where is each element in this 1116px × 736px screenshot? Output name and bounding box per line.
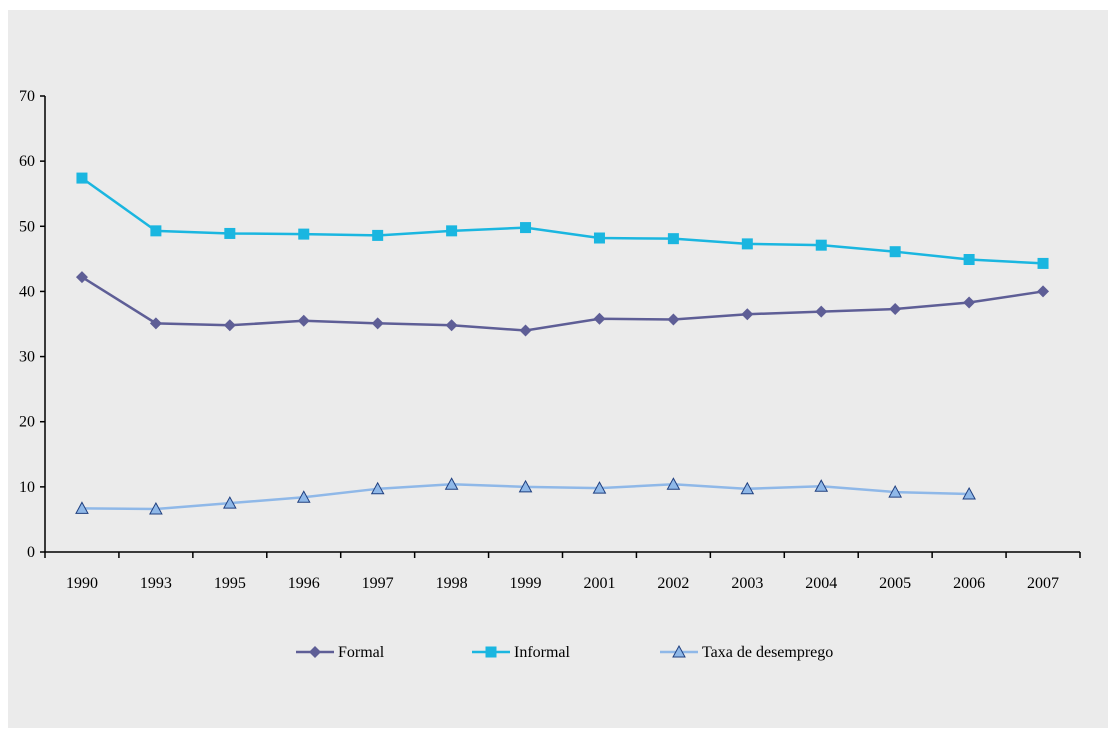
- x-tick-label: 2005: [879, 575, 911, 592]
- data-point-informal: [224, 227, 236, 239]
- data-point-formal: [667, 313, 680, 326]
- data-point-taxa-de-desemprego: [222, 496, 237, 509]
- data-point-informal: [446, 225, 458, 237]
- y-tick-label: 10: [19, 479, 35, 496]
- x-tick-label: 1996: [288, 575, 320, 592]
- data-point-taxa-de-desemprego: [666, 477, 681, 490]
- data-point-formal: [297, 314, 310, 327]
- legend-marker-informal: [485, 646, 497, 658]
- x-tick-label: 1997: [362, 575, 394, 592]
- data-point-informal: [520, 222, 532, 234]
- y-tick-label: 50: [19, 218, 35, 235]
- data-point-formal: [445, 319, 458, 332]
- data-point-informal: [372, 229, 384, 241]
- data-point-formal: [889, 303, 902, 316]
- data-point-formal: [963, 296, 976, 309]
- data-point-taxa-de-desemprego: [592, 481, 607, 494]
- data-point-informal: [1037, 257, 1049, 269]
- x-tick-label: 2007: [1027, 575, 1059, 592]
- x-tick-label: 2001: [583, 575, 615, 592]
- x-tick-label: 1995: [214, 575, 246, 592]
- x-tick-label: 2006: [953, 575, 985, 592]
- series-informal: [76, 172, 1049, 269]
- x-tick-label: 1999: [510, 575, 542, 592]
- data-point-formal: [741, 308, 754, 321]
- chart-area: [8, 10, 1108, 728]
- x-tick-label: 1998: [436, 575, 468, 592]
- data-point-taxa-de-desemprego: [296, 490, 311, 503]
- legend-label-informal: Informal: [514, 644, 571, 661]
- x-tick-label: 2002: [657, 575, 689, 592]
- data-point-formal: [815, 305, 828, 318]
- data-point-taxa-de-desemprego: [962, 486, 976, 500]
- data-point-taxa-de-desemprego: [370, 481, 385, 495]
- data-point-informal: [298, 228, 310, 240]
- series-line-informal: [81, 177, 1044, 265]
- legend-marker-formal: [309, 646, 321, 658]
- y-tick-label: 40: [19, 283, 35, 300]
- legend-item-formal: Formal: [296, 644, 385, 661]
- data-point-informal: [150, 225, 162, 237]
- x-tick-label: 1993: [140, 575, 172, 592]
- legend-item-taxa-de-desemprego: Taxa de desemprego: [660, 644, 833, 661]
- data-point-formal: [519, 324, 532, 337]
- data-point-informal: [963, 254, 975, 266]
- x-tick-label: 2003: [731, 575, 763, 592]
- data-point-taxa-de-desemprego: [518, 479, 533, 493]
- series-layer: [75, 172, 1050, 515]
- data-point-informal: [815, 239, 827, 251]
- data-point-formal: [593, 312, 606, 325]
- y-tick-label: 0: [27, 544, 35, 561]
- series-formal: [75, 271, 1050, 337]
- y-tick-label: 70: [19, 88, 35, 105]
- y-tick-label: 20: [19, 414, 35, 431]
- data-point-taxa-de-desemprego: [149, 501, 163, 515]
- data-point-informal: [889, 246, 901, 258]
- data-point-taxa-de-desemprego: [740, 481, 755, 495]
- data-point-taxa-de-desemprego: [888, 485, 903, 498]
- data-point-informal: [593, 232, 605, 244]
- data-point-formal: [149, 317, 162, 330]
- data-point-formal: [223, 319, 236, 332]
- series-taxa-de-desemprego: [75, 477, 976, 515]
- y-tick-label: 30: [19, 349, 35, 366]
- y-tick-label: 60: [19, 153, 35, 170]
- x-tick-label: 2004: [805, 575, 837, 592]
- legend-label-formal: Formal: [338, 644, 385, 661]
- series-line-formal: [81, 276, 1044, 332]
- data-point-informal: [741, 238, 753, 250]
- legend-item-informal: Informal: [472, 644, 571, 661]
- x-tick-label: 1990: [66, 575, 98, 592]
- data-point-formal: [75, 271, 88, 284]
- data-point-informal: [76, 172, 88, 184]
- data-point-taxa-de-desemprego: [75, 501, 89, 514]
- data-point-informal: [667, 233, 679, 245]
- data-point-formal: [371, 317, 384, 330]
- axes: 0 10 20 30 40 50 60 70 1990 1993 1995 1996 1997 1998 1…: [19, 88, 1081, 592]
- data-point-taxa-de-desemprego: [444, 477, 459, 490]
- legend-label-taxa-de-desemprego: Taxa de desemprego: [702, 644, 833, 661]
- legend: Formal Informal Taxa de desemprego: [296, 644, 833, 661]
- data-point-taxa-de-desemprego: [814, 479, 829, 492]
- data-point-formal: [1037, 285, 1050, 298]
- legend-marker-taxa-de-desemprego: [672, 644, 686, 658]
